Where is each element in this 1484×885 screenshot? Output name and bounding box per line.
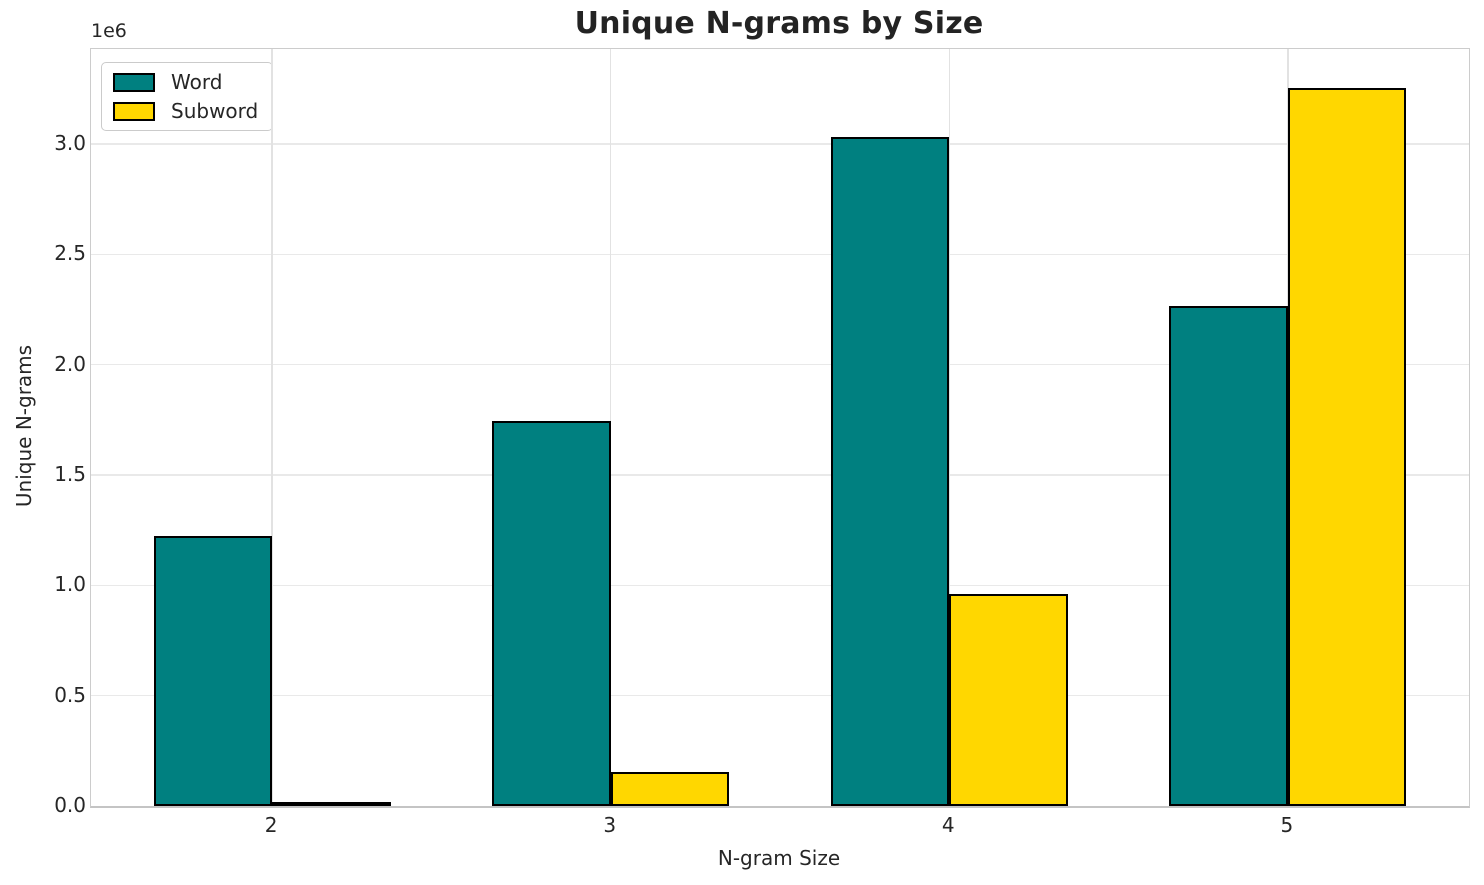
y-tick-label: 2.5 bbox=[54, 241, 86, 266]
horizontal-gridline bbox=[91, 584, 1469, 586]
y-axis-offset-label: 1e6 bbox=[91, 20, 127, 42]
y-tick-label: 0.5 bbox=[54, 682, 86, 707]
horizontal-gridline bbox=[91, 474, 1469, 476]
bar-subword-2 bbox=[272, 802, 391, 806]
horizontal-gridline bbox=[91, 694, 1469, 697]
bar-word-4 bbox=[830, 137, 950, 806]
legend-item-word: Word bbox=[113, 72, 258, 92]
bar-word-5 bbox=[1169, 306, 1288, 806]
x-tick-label: 3 bbox=[603, 813, 617, 837]
x-tick-label: 5 bbox=[1280, 813, 1294, 837]
y-tick-label: 2.0 bbox=[54, 351, 86, 376]
vertical-gridline bbox=[271, 49, 273, 806]
legend: Word Subword bbox=[101, 62, 274, 131]
x-tick-label: 4 bbox=[941, 813, 955, 837]
y-tick-label: 1.0 bbox=[54, 572, 86, 597]
horizontal-gridline bbox=[91, 363, 1469, 366]
y-tick-label: 0.0 bbox=[54, 793, 86, 817]
plot-area: Word Subword bbox=[90, 48, 1470, 808]
x-tick-label: 2 bbox=[264, 813, 278, 837]
bar-subword-5 bbox=[1287, 87, 1407, 806]
bar-word-3 bbox=[492, 420, 611, 806]
bar-subword-4 bbox=[949, 594, 1068, 806]
horizontal-gridline bbox=[91, 143, 1469, 145]
y-tick-label: 1.5 bbox=[54, 461, 86, 486]
legend-swatch-word bbox=[113, 72, 155, 92]
legend-swatch-subword bbox=[113, 101, 155, 121]
y-tick-label: 3.0 bbox=[54, 130, 86, 155]
chart-title: Unique N-grams by Size bbox=[574, 6, 984, 41]
bar-word-2 bbox=[153, 535, 273, 806]
bar-subword-3 bbox=[610, 771, 730, 806]
horizontal-gridline bbox=[91, 253, 1469, 255]
x-axis-label: N-gram Size bbox=[717, 846, 841, 870]
legend-label: Word bbox=[171, 70, 223, 94]
legend-item-subword: Subword bbox=[113, 101, 258, 121]
legend-label: Subword bbox=[171, 99, 259, 123]
